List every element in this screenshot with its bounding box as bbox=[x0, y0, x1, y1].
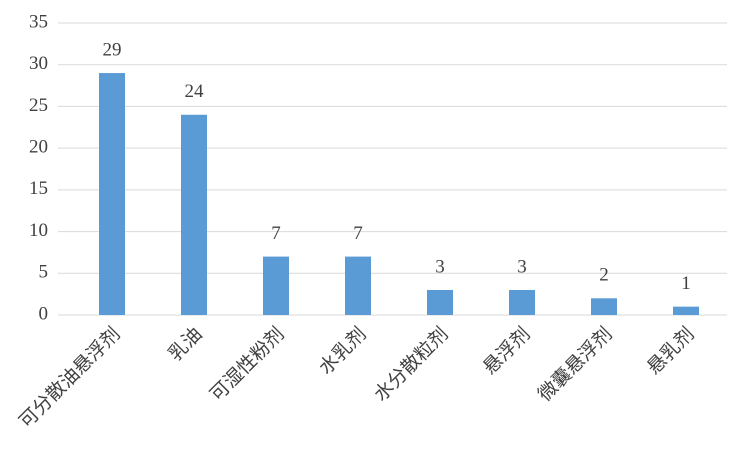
y-tick-label: 25 bbox=[29, 95, 48, 116]
x-tick-label: 可分散油悬浮剂 bbox=[15, 323, 125, 433]
y-tick-label: 0 bbox=[39, 303, 49, 324]
bar bbox=[673, 306, 699, 315]
data-label: 2 bbox=[599, 265, 609, 286]
x-tick-label: 悬浮剂 bbox=[479, 323, 535, 379]
data-label: 29 bbox=[103, 39, 122, 60]
x-tick-label: 乳油 bbox=[164, 323, 206, 365]
bar bbox=[345, 256, 371, 315]
bar bbox=[591, 298, 617, 315]
data-label: 3 bbox=[517, 256, 527, 277]
x-tick-label: 水乳剂 bbox=[315, 323, 371, 379]
data-label: 7 bbox=[353, 223, 363, 244]
y-tick-label: 10 bbox=[29, 220, 48, 241]
x-tick-label: 可湿性粉剂 bbox=[206, 323, 289, 406]
y-tick-label: 5 bbox=[39, 262, 49, 283]
y-tick-label: 20 bbox=[29, 137, 48, 158]
bar bbox=[181, 114, 207, 316]
bar bbox=[427, 289, 453, 315]
bar bbox=[509, 289, 535, 315]
x-tick-label: 水分散粒剂 bbox=[370, 323, 453, 406]
data-label: 7 bbox=[271, 223, 281, 244]
y-tick-label: 15 bbox=[29, 178, 48, 199]
y-tick-label: 35 bbox=[29, 11, 48, 32]
y-tick-label: 30 bbox=[29, 53, 48, 74]
bar bbox=[263, 256, 289, 315]
data-label: 1 bbox=[681, 273, 691, 294]
data-label: 3 bbox=[435, 256, 445, 277]
data-label: 24 bbox=[185, 81, 205, 102]
bar bbox=[99, 73, 125, 315]
x-tick-label: 悬乳剂 bbox=[643, 323, 699, 379]
x-tick-label: 微囊悬浮剂 bbox=[534, 323, 617, 406]
